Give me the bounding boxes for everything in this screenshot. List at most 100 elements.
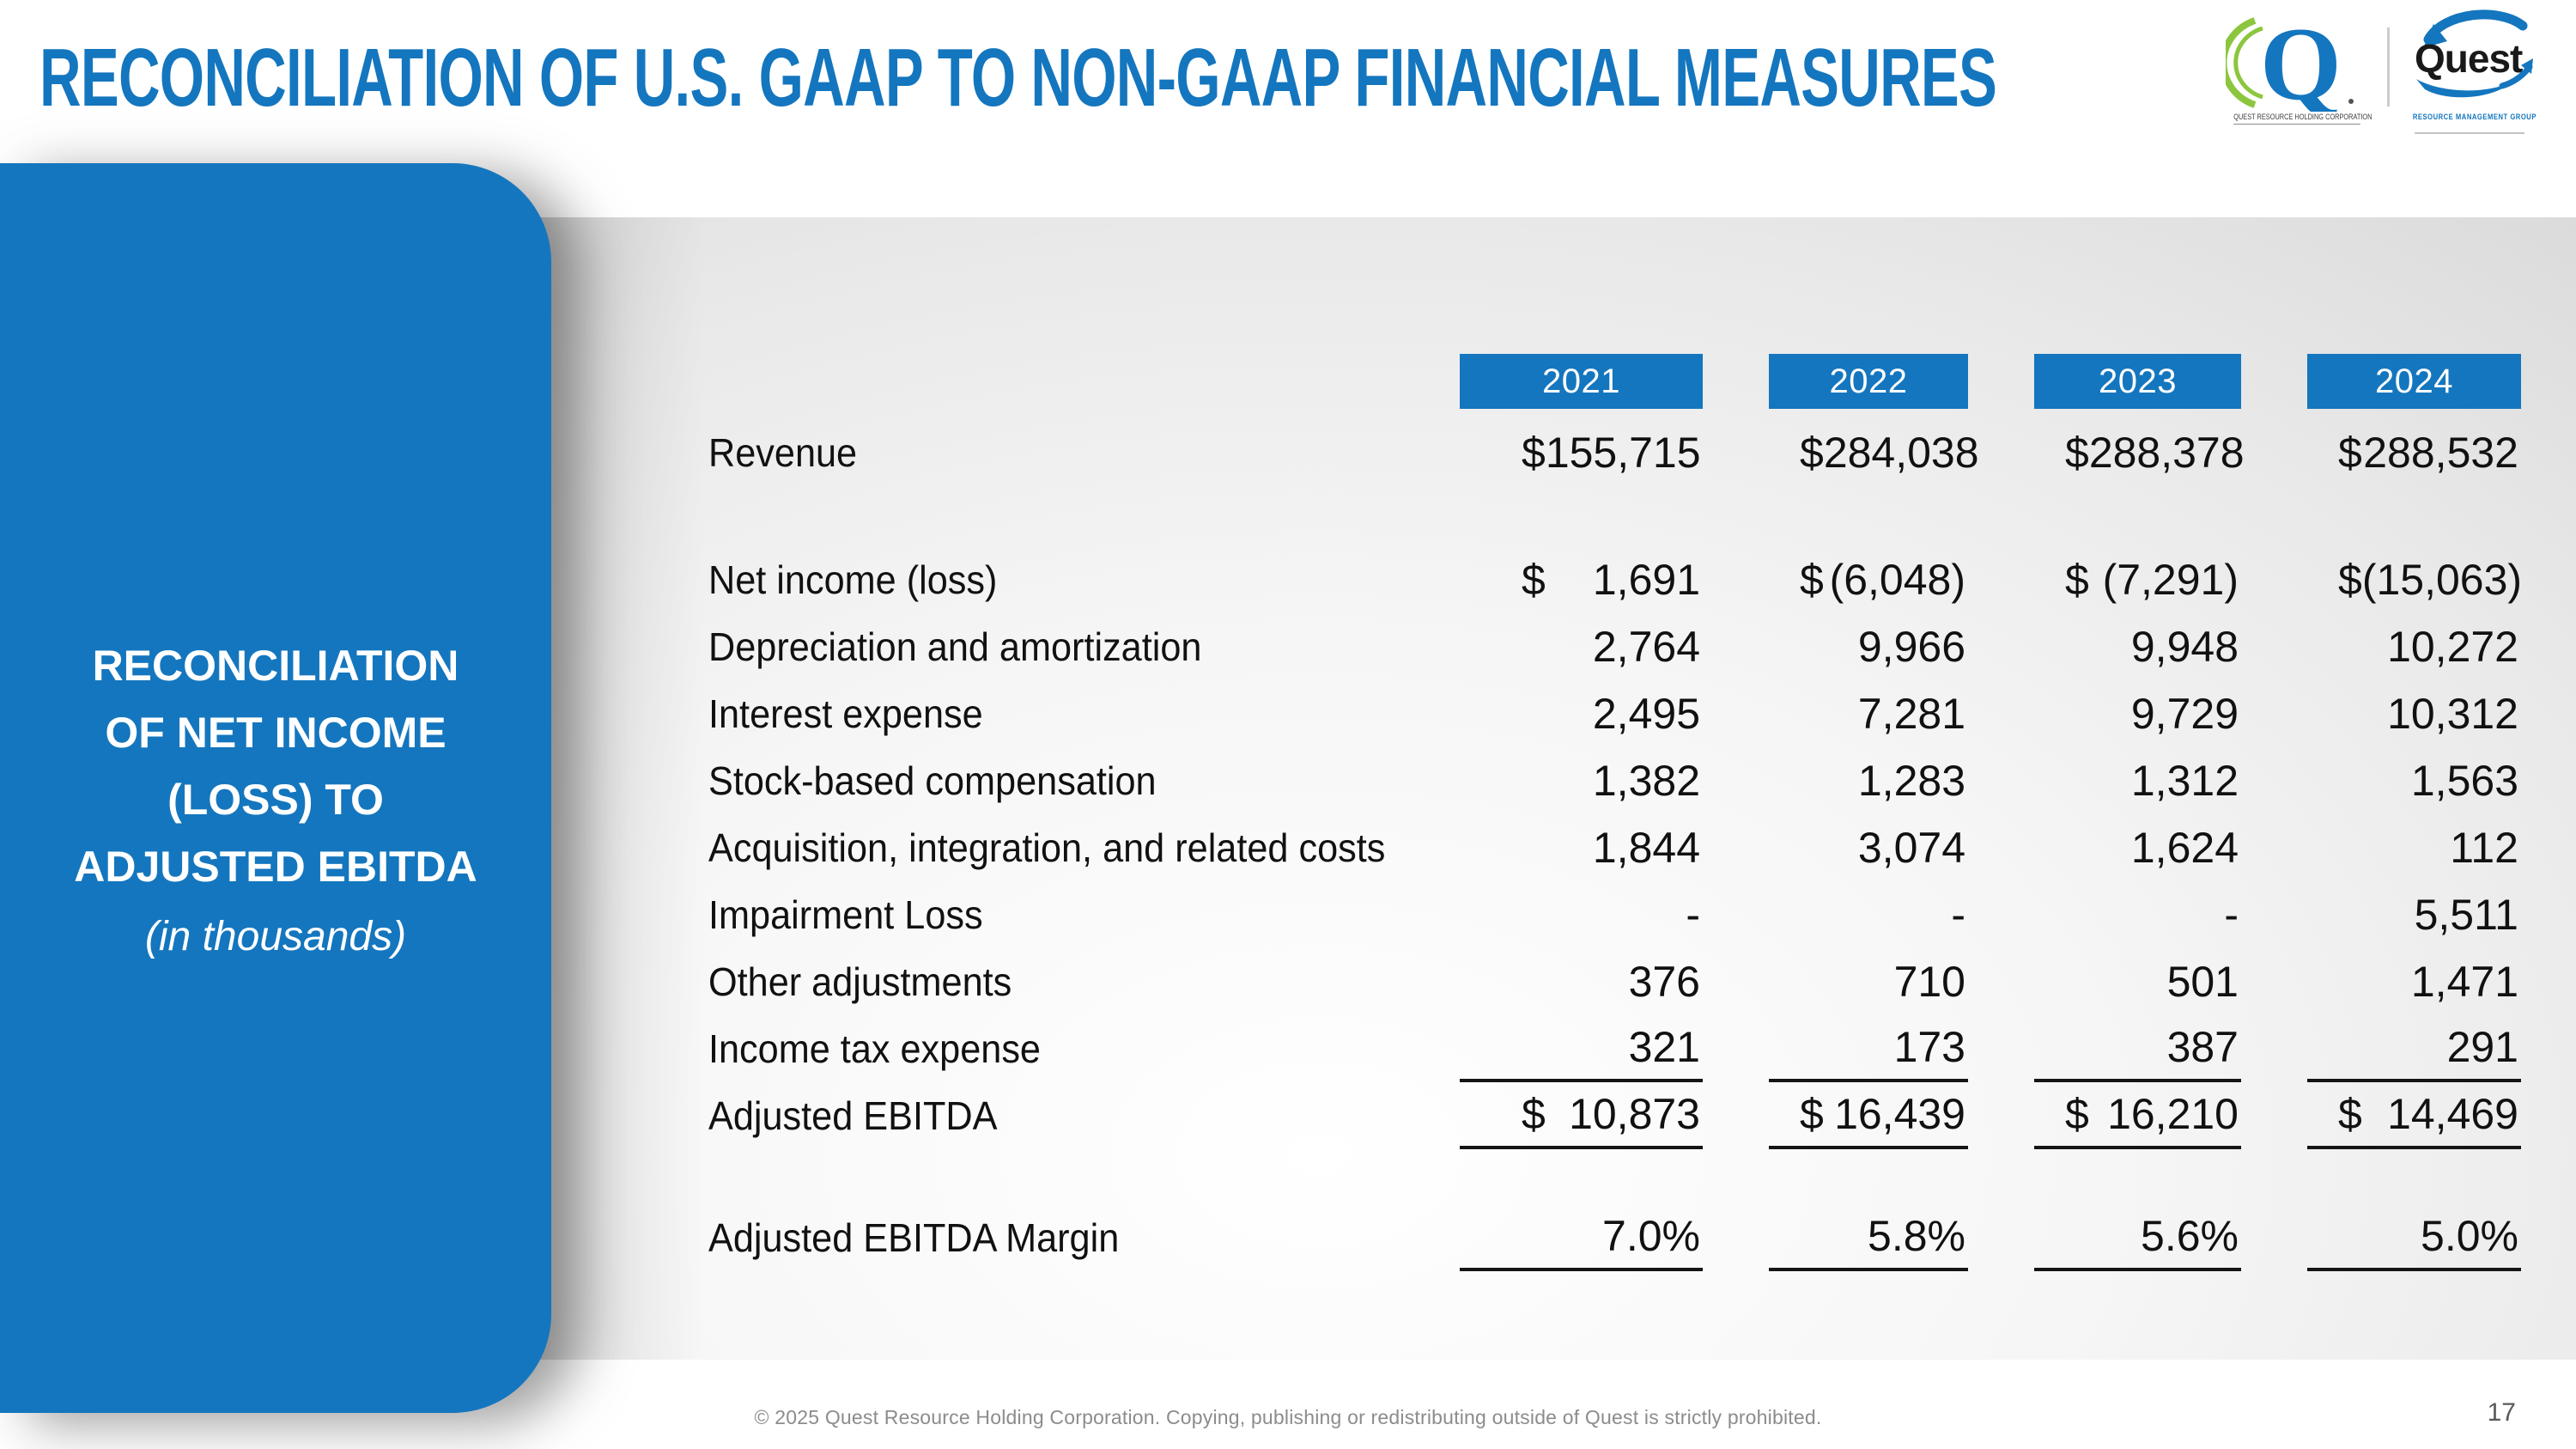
cell-value: 3,074 <box>1857 824 1965 872</box>
value-cell: 5.8% <box>1769 1204 1968 1271</box>
table-row: Depreciation and amortization 2,764 9,966 9… <box>708 613 2521 680</box>
row-label: Interest expense <box>708 691 983 736</box>
cell-value: 387 <box>2166 1023 2239 1071</box>
value-cell: $16,439 <box>1769 1082 1968 1149</box>
logo-top-arrowhead <box>2423 24 2447 48</box>
table-row: Interest expense 2,495 7,281 9,729 10,312 <box>708 680 2521 747</box>
value-cell: 7,281 <box>1769 680 1968 747</box>
row-label: Revenue <box>708 430 858 475</box>
logo-leaf-arrowhead <box>2521 58 2533 74</box>
value-cell: - <box>2034 881 2241 948</box>
table-spacer-row <box>708 1149 2521 1204</box>
cell-value: 710 <box>1893 958 1965 1006</box>
value-cell: 2,764 <box>1460 613 1703 680</box>
currency-symbol: $ <box>2338 556 2362 604</box>
cell-value: 112 <box>2450 824 2518 872</box>
cell-value: 288,532 <box>2363 429 2518 477</box>
value-cell: 10,312 <box>2307 680 2521 747</box>
value-cell: 376 <box>1460 948 1703 1015</box>
value-cell: 173 <box>1769 1015 1968 1082</box>
table-row: Impairment Loss - - - 5,511 <box>708 881 2521 948</box>
cell-value: 288,378 <box>2088 429 2245 477</box>
cell-value: 1,563 <box>2410 757 2518 805</box>
value-cell: 2,495 <box>1460 680 1703 747</box>
cell-value: 291 <box>2446 1023 2518 1071</box>
value-cell: 5.0% <box>2307 1204 2521 1271</box>
value-cell: $10,873 <box>1460 1082 1703 1149</box>
value-cell: 3,074 <box>1769 814 1968 881</box>
table-row: Acquisition, integration, and related co… <box>708 814 2521 881</box>
cell-value: 1,691 <box>1592 556 1700 604</box>
row-label: Acquisition, integration, and related co… <box>708 825 1386 870</box>
value-cell: $1,691 <box>1460 546 1703 613</box>
row-label: Income tax expense <box>708 1026 1041 1071</box>
year-header-row: 2021 2022 2023 2024 <box>708 354 2521 409</box>
table-row: Adjusted EBITDA Margin 7.0% 5.8% 5.6% 5.0% <box>708 1204 2521 1271</box>
cell-value: 173 <box>1893 1023 1965 1071</box>
currency-symbol: $ <box>1522 1090 1546 1138</box>
quest-rmg-logo-caption: RESOURCE MANAGEMENT GROUP <box>2412 113 2537 121</box>
value-cell: $ (15,063) <box>2307 546 2522 613</box>
cell-value: 14,469 <box>2387 1090 2518 1138</box>
panel-subtitle: (in thousands) <box>144 913 407 959</box>
row-label: Other adjustments <box>708 959 1012 1004</box>
cell-value: - <box>2224 891 2239 939</box>
cell-value: 1,624 <box>2130 824 2239 872</box>
cell-value: 7,281 <box>1857 690 1965 738</box>
currency-symbol: $ <box>2065 1090 2089 1138</box>
value-cell: 1,624 <box>2034 814 2241 881</box>
registered-dot <box>2348 99 2354 104</box>
cell-value: 1,382 <box>1592 757 1700 805</box>
value-cell: 5,511 <box>2307 881 2521 948</box>
row-label: Impairment Loss <box>708 892 983 937</box>
value-cell: 1,563 <box>2307 747 2521 814</box>
quest-wordmark: Quest <box>2415 36 2523 81</box>
value-cell: 321 <box>1460 1015 1703 1082</box>
q-monogram: Q <box>2260 15 2342 112</box>
year-header-cell: 2024 <box>2307 354 2521 409</box>
value-cell: 710 <box>1769 948 1968 1015</box>
cell-value: - <box>1951 891 1965 939</box>
page-number: 17 <box>2487 1398 2516 1427</box>
year-header-cell: 2021 <box>1460 354 1703 409</box>
cell-value: 2,495 <box>1592 690 1700 738</box>
panel-title-line: RECONCILIATION <box>92 641 459 690</box>
value-cell: 1,844 <box>1460 814 1703 881</box>
cell-value: 1,312 <box>2130 757 2239 805</box>
copyright-notice: © 2025 Quest Resource Holding Corporatio… <box>754 1406 1822 1428</box>
value-cell: $155,715 <box>1460 419 1703 486</box>
cell-value: 9,729 <box>2130 690 2239 738</box>
cell-value: 5.8% <box>1868 1212 1965 1260</box>
currency-symbol: $ <box>1522 556 1546 604</box>
value-cell: 1,382 <box>1460 747 1703 814</box>
quest-holding-logo-caption: QUEST RESOURCE HOLDING CORPORATION <box>2233 113 2372 125</box>
quest-holding-logo: Q <box>2226 15 2354 112</box>
row-label: Adjusted EBITDA <box>708 1093 998 1138</box>
cell-value: 1,471 <box>2410 958 2518 1006</box>
table-row: Net income (loss) $1,691 $ (6,048) $ (7,291) $… <box>708 546 2522 613</box>
cell-value: 9,948 <box>2130 623 2239 671</box>
value-cell: 5.6% <box>2034 1204 2241 1271</box>
value-cell: - <box>1769 881 1968 948</box>
value-cell: 112 <box>2307 814 2521 881</box>
page-title: RECONCILIATION OF U.S. GAAP TO NON-GAAP … <box>39 32 1997 124</box>
cell-value: (7,291) <box>2102 556 2239 604</box>
value-cell: $288,378 <box>2034 419 2245 486</box>
row-label: Stock-based compensation <box>708 758 1157 803</box>
logo-green-arc-inner <box>2233 26 2263 100</box>
table-row: Income tax expense 321 173 387 291 <box>708 1015 2521 1082</box>
cell-value: 5,511 <box>2414 891 2518 939</box>
value-cell: 387 <box>2034 1015 2241 1082</box>
cell-value: 321 <box>1628 1023 1700 1071</box>
cell-value: 5.6% <box>2141 1212 2239 1260</box>
panel-title-line: (LOSS) TO <box>167 775 384 824</box>
quest-rmg-logo: Quest <box>2415 9 2533 98</box>
currency-symbol: $ <box>1800 556 1824 604</box>
cell-value: 155,715 <box>1545 429 1701 477</box>
currency-symbol: $ <box>2065 429 2089 477</box>
row-label: Adjusted EBITDA Margin <box>708 1215 1120 1260</box>
year-header-cell: 2022 <box>1769 354 1968 409</box>
value-cell: $16,210 <box>2034 1082 2241 1149</box>
logo-divider <box>2387 27 2390 107</box>
